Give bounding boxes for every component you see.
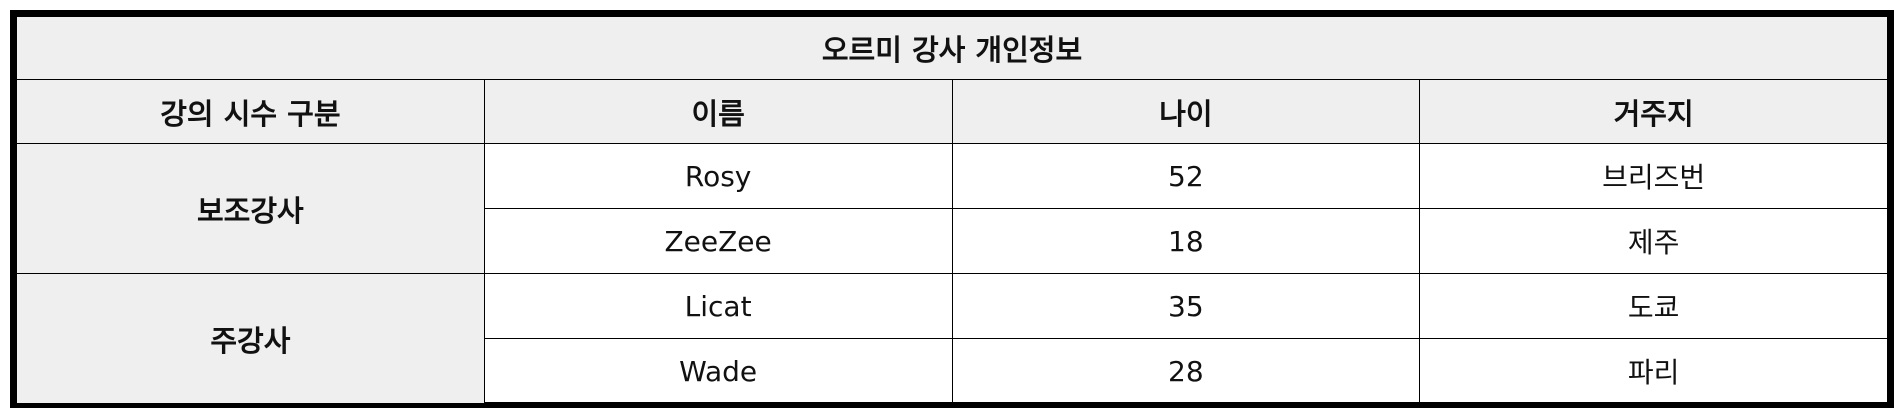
table-row: ZeeZee 18 제주 <box>17 208 1888 274</box>
table-row: 보조강사 Rosy 52 브리즈번 <box>16 143 1888 274</box>
cell-age: 52 <box>951 143 1421 209</box>
table-row: 주강사 Licat 35 도쿄 <box>16 273 1888 404</box>
cell-age: 18 <box>951 208 1421 274</box>
table-caption: 오르미 강사 개인정보 <box>16 16 1888 80</box>
cell-residence: 파리 <box>1419 338 1888 404</box>
cell-residence: 브리즈번 <box>1419 143 1888 209</box>
cell-name: Rosy <box>483 143 953 209</box>
cell-name: Wade <box>483 338 953 404</box>
cell-residence: 제주 <box>1419 208 1888 274</box>
cell-name: ZeeZee <box>483 208 953 274</box>
cell-residence: 도쿄 <box>1419 273 1888 339</box>
group-label-assistant: 보조강사 <box>16 143 485 274</box>
instructor-info-table-container: 오르미 강사 개인정보 강의 시수 구분 이름 나이 거주지 보조강사 Rosy… <box>10 10 1894 408</box>
column-header-residence: 거주지 <box>1419 79 1888 144</box>
cell-age: 35 <box>951 273 1421 339</box>
column-header-name: 이름 <box>483 79 953 144</box>
table-row: Wade 28 파리 <box>17 338 1888 404</box>
column-header-age: 나이 <box>951 79 1421 144</box>
instructor-info-table: 오르미 강사 개인정보 강의 시수 구분 이름 나이 거주지 보조강사 Rosy… <box>16 16 1888 404</box>
table-header-row: 강의 시수 구분 이름 나이 거주지 <box>16 79 1888 144</box>
group-label-main: 주강사 <box>16 273 485 404</box>
cell-age: 28 <box>951 338 1421 404</box>
table-caption-row: 오르미 강사 개인정보 <box>16 16 1888 80</box>
cell-name: Licat <box>483 273 953 339</box>
column-header-lecture-type: 강의 시수 구분 <box>16 79 485 144</box>
